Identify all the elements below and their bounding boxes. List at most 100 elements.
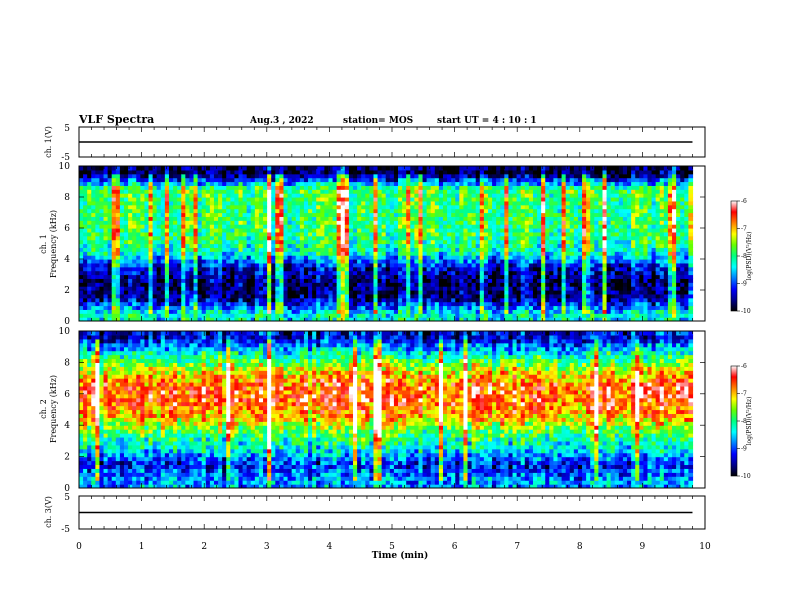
ch1-spectrogram-cell [430, 305, 436, 310]
ch1-spectrogram-cell [299, 282, 305, 287]
ch1-spectrogram-cell [365, 313, 370, 318]
ch1-spectrogram-cell [328, 243, 334, 248]
ch1-spectrogram-cell [254, 239, 260, 245]
ch1-spectrogram-cell [222, 193, 227, 198]
ch1-spectrogram-cell [557, 255, 563, 260]
ch1-spectrogram-cell [365, 200, 370, 206]
ch1-spectrogram-cell [402, 286, 407, 291]
ch1-spectrogram-cell [483, 247, 489, 252]
ch1-spectrogram-cell [557, 239, 563, 245]
ch1-spectrogram-cell [365, 235, 370, 241]
ch1-spectrogram-cell [119, 290, 125, 295]
ch1-spectrogram-cell [508, 317, 514, 321]
ch1-spectrogram-cell [308, 193, 313, 198]
ch1-spectrogram-cell [132, 290, 137, 295]
ch1-spectrogram-cell [348, 177, 354, 183]
ch1-spectrogram-cell [348, 297, 354, 303]
ch1-spectrogram-cell [103, 243, 109, 248]
ch1-spectrogram-cell [353, 255, 358, 260]
ch1-spectrogram-cell [402, 309, 407, 314]
ch1-spectrogram-cell [451, 293, 456, 299]
ch1-spectrogram-cell [164, 224, 170, 229]
ch1-spectrogram-cell [189, 173, 195, 179]
ch1-spectrogram-cell [549, 181, 555, 186]
ch1-spectrogram-cell [95, 274, 101, 279]
ch1-spectrogram-cell [181, 239, 186, 245]
ch1-spectrogram-cell [414, 235, 420, 241]
ch1-spectrogram-cell [111, 239, 117, 245]
ch1-spectrogram-cell [520, 200, 526, 206]
ch1-spectrogram-cell [115, 228, 121, 233]
ch1-spectrogram-cell [393, 200, 399, 206]
ch1-spectrogram-cell [422, 317, 428, 321]
ch1-spectrogram-cell [132, 243, 137, 248]
ch1-spectrogram-cell [504, 177, 510, 183]
ch1-spectrogram-cell [173, 224, 178, 229]
ch1-spectrogram-cell [205, 297, 211, 303]
ch1-spectrogram-cell [107, 243, 113, 248]
ch1-spectrogram-cell [181, 313, 186, 318]
ch1-spectrogram-cell [451, 286, 456, 291]
ch1-spectrogram-cell [291, 243, 297, 248]
ch1-spectrogram-cell [500, 313, 505, 318]
ch1-spectrogram-cell [500, 231, 505, 237]
ch1-spectrogram-cell [398, 259, 403, 264]
ch1-spectrogram-cell [348, 208, 354, 214]
ch1-spectrogram-cell [107, 185, 113, 190]
ch1-spectrogram-cell [283, 247, 289, 252]
ch1-spectrogram-cell [492, 169, 497, 175]
ch1-spectrogram-cell [136, 239, 141, 245]
ch1-spectrogram-cell [512, 185, 518, 190]
ch1-spectrogram-cell [99, 274, 105, 279]
ch1-spectrogram-cell [316, 305, 321, 310]
ch1-spectrogram-cell [185, 228, 191, 233]
ch1-spectrogram-cell [479, 309, 485, 314]
ch1-spectrogram-cell [365, 317, 370, 321]
ch1-spectrogram-cell [524, 293, 530, 299]
ch1-spectrogram-cell [79, 313, 84, 318]
ch1-spectrogram-cell [557, 301, 563, 307]
ch1-spectrogram-cell [373, 259, 379, 264]
ch1-spectrogram-cell [451, 251, 456, 256]
ch1-spectrogram-cell [357, 166, 362, 171]
ch1-spectrogram-cell [398, 193, 403, 198]
ch1-spectrogram-cell [246, 274, 252, 279]
ch1-spectrogram-cell [496, 173, 501, 179]
ch1-spectrogram-cell [492, 239, 497, 245]
ch1-spectrogram-cell [365, 197, 370, 202]
ch1-spectrogram-cell [136, 216, 141, 221]
ch1-spectrogram-cell [275, 255, 280, 260]
ch1-spectrogram-cell [496, 262, 501, 268]
ch1-spectrogram-cell [132, 224, 137, 229]
ch1-spectrogram-cell [389, 262, 395, 268]
ch1-spectrogram-cell [573, 309, 579, 314]
ch1-spectrogram-cell [471, 309, 477, 314]
ch1-spectrogram-cell [565, 274, 571, 279]
ch1-spectrogram-cell [189, 239, 195, 245]
ch1-spectrogram-cell [168, 286, 174, 291]
ch1-spectrogram-cell [393, 235, 399, 241]
ch1-spectrogram-cell [422, 169, 428, 175]
ch1-spectrogram-cell [553, 197, 559, 202]
ch1-spectrogram-cell [291, 208, 297, 214]
ch1-spectrogram-cell [389, 305, 395, 310]
ch1-spectrogram-cell [500, 301, 505, 307]
ch1-spectrogram-cell [258, 305, 264, 310]
ch1-spectrogram-cell [406, 290, 411, 295]
ch1-spectrogram-cell [189, 266, 195, 272]
ch1-spectrogram-cell [152, 274, 158, 279]
ch1-spectrogram-cell [434, 266, 440, 272]
ch1-spectrogram-cell [111, 286, 117, 291]
ch1-spectrogram-cell [99, 185, 105, 190]
ch1-spectrogram-cell [275, 208, 280, 214]
ch1-spectrogram-cell [95, 220, 101, 225]
ch1-spectrogram-cell [250, 286, 256, 291]
ch1-spectrogram-cell [459, 266, 465, 272]
ch1-spectrogram-cell [295, 177, 301, 183]
ch1-spectrogram-cell [430, 177, 436, 183]
ch1-spectrogram-cell [471, 262, 477, 268]
ch1-spectrogram-cell [258, 290, 264, 295]
ch1-spectrogram-cell [242, 200, 248, 206]
ch1-spectrogram-cell [524, 197, 530, 202]
ch1-spectrogram-cell [95, 216, 101, 221]
